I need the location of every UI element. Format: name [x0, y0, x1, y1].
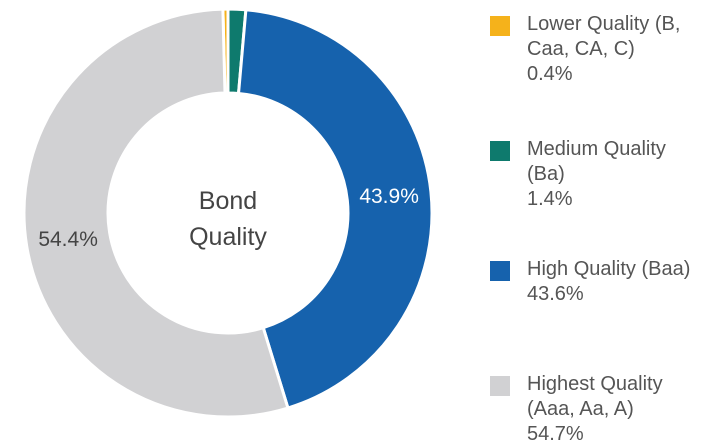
- center-label: Bond: [199, 187, 257, 215]
- legend-text: Medium Quality (Ba) 1.4%: [527, 137, 699, 212]
- legend-label: Highest Quality (Aaa, Aa, A): [527, 373, 663, 420]
- legend-text: Highest Quality (Aaa, Aa, A) 54.7%: [527, 372, 699, 447]
- slice-label: 54.4%: [38, 228, 98, 251]
- legend-text: Lower Quality (B, Caa, CA, C) 0.4%: [527, 12, 699, 87]
- legend-label: High Quality (Baa): [527, 258, 691, 280]
- legend-label: Lower Quality (B, Caa, CA, C): [527, 13, 681, 60]
- slice-label: 43.9%: [359, 185, 419, 208]
- legend-swatch: [490, 16, 510, 36]
- legend-value: 54.7%: [527, 423, 584, 445]
- center-label: Quality: [189, 223, 267, 251]
- legend-text: High Quality (Baa) 43.6%: [527, 257, 699, 307]
- legend-label: Medium Quality (Ba): [527, 138, 666, 185]
- legend-swatch: [490, 141, 510, 161]
- legend-value: 1.4%: [527, 188, 573, 210]
- legend-swatch: [490, 376, 510, 396]
- legend-swatch: [490, 261, 510, 281]
- donut-slice: [22, 7, 290, 419]
- donut-slice: [236, 8, 434, 410]
- legend-value: 43.6%: [527, 283, 584, 305]
- legend-value: 0.4%: [527, 63, 573, 85]
